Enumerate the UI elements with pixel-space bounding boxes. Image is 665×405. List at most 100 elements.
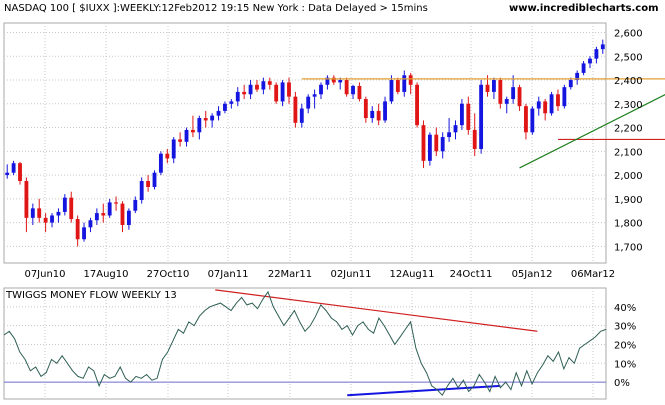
candle-body <box>543 101 548 114</box>
money-flow-y-tick-label: 0% <box>614 378 630 389</box>
price-y-tick-label: 2,300 <box>614 100 643 111</box>
candle-body <box>376 110 381 121</box>
candle-body <box>331 77 336 83</box>
candle-body <box>139 181 144 201</box>
price-y-tick-label: 2,200 <box>614 124 643 135</box>
candle-body <box>338 80 343 83</box>
divergence-lines <box>215 289 538 397</box>
candle-body <box>299 108 304 123</box>
candle-body <box>178 139 183 142</box>
candle-body <box>511 87 516 100</box>
candle-body <box>363 99 368 119</box>
site-name[interactable]: www.incrediblecharts.com <box>509 3 659 14</box>
candle-body <box>267 81 272 85</box>
candle-body <box>101 213 106 216</box>
money-flow-series <box>3 290 607 397</box>
price-y-tick-label: 2,100 <box>614 147 643 158</box>
candle-body <box>126 210 131 225</box>
candle-body <box>536 101 541 109</box>
candle-body <box>255 84 259 90</box>
candle-body <box>24 181 29 218</box>
trend-lines <box>301 78 665 169</box>
candle-body <box>370 110 375 119</box>
candle-body <box>588 58 592 64</box>
candle-body <box>459 103 464 126</box>
candle-body <box>395 80 400 92</box>
candle-body <box>600 44 605 50</box>
money-flow-y-tick-label: 40% <box>614 303 636 314</box>
candle-body <box>351 85 355 95</box>
candle-body <box>389 80 394 102</box>
candle-body <box>581 63 586 73</box>
candle-body <box>56 211 61 216</box>
candle-body <box>69 197 74 220</box>
x-axis: 07Jun10 17Aug10 27Oct10 07Jan11 22Mar11 02Jun… <box>24 269 615 280</box>
candle-body <box>492 80 496 92</box>
candle-body <box>11 163 16 173</box>
price-y-tick-label: 1,700 <box>614 242 643 253</box>
candle-body <box>203 118 208 121</box>
candle-body <box>472 129 477 149</box>
x-tick-label: 24Oct11 <box>450 269 493 280</box>
x-tick-label: 07Jun10 <box>24 269 65 280</box>
candle-body <box>248 84 253 95</box>
candle-body <box>568 80 573 88</box>
candle-body <box>524 106 528 133</box>
candle-body <box>165 153 170 159</box>
money-flow-y-axis: 0% 10% 20% 30% 40% <box>614 303 636 389</box>
x-tick-label: 22Mar11 <box>268 269 312 280</box>
candle-body <box>402 75 407 92</box>
candle-body <box>556 94 560 107</box>
candle-body <box>235 91 240 102</box>
candle-body <box>82 227 86 240</box>
price-y-tick-label: 1,800 <box>614 219 643 230</box>
candle-body <box>274 84 279 102</box>
candle-body <box>517 87 522 107</box>
x-tick-label: 02Jun11 <box>330 269 371 280</box>
money-flow-y-tick-label: 20% <box>614 340 636 351</box>
candle-body <box>184 129 189 142</box>
candle-body <box>158 153 163 173</box>
candle-body <box>171 139 176 159</box>
candle-body <box>415 84 419 126</box>
x-tick-label: 17Aug10 <box>84 269 129 280</box>
candle-body <box>152 172 157 187</box>
candle-body <box>75 219 80 240</box>
candle-body <box>287 82 291 97</box>
candle-body <box>30 208 35 218</box>
candle-body <box>549 94 554 114</box>
price-y-axis: 1,700 1,800 1,900 2,000 2,100 2,200 2,300 2,400… <box>614 29 643 254</box>
candle-body <box>280 82 285 102</box>
candle-body <box>485 84 490 92</box>
x-tick-label: 12Aug11 <box>390 269 435 280</box>
candle-body <box>479 84 484 149</box>
price-y-tick-label: 1,900 <box>614 195 643 206</box>
price-gridlines <box>4 23 606 263</box>
candle-body <box>427 134 432 161</box>
candle-body <box>5 172 10 176</box>
candle-body <box>88 220 93 228</box>
candle-body <box>383 101 387 121</box>
money-flow-gridlines <box>4 288 606 399</box>
candle-body <box>594 49 599 59</box>
candle-body <box>216 110 221 116</box>
candle-body <box>498 80 503 104</box>
candle-body <box>306 96 311 109</box>
candle-body <box>357 85 362 100</box>
price-y-tick-label: 2,500 <box>614 52 643 63</box>
candle-body <box>197 118 202 133</box>
candle-body <box>146 181 151 187</box>
money-flow-y-tick-label: 10% <box>614 359 636 370</box>
money-flow-y-tick-label: 30% <box>614 322 636 333</box>
divergence-bottom-line <box>347 384 501 397</box>
candle-body <box>62 197 67 212</box>
candle-body <box>312 94 317 97</box>
x-tick-label: 27Oct10 <box>147 269 190 280</box>
price-y-tick-label: 2,400 <box>614 76 643 87</box>
candle-body <box>43 217 48 223</box>
candle-body <box>107 202 112 216</box>
candle-body <box>50 215 54 223</box>
candle-body <box>37 208 42 218</box>
